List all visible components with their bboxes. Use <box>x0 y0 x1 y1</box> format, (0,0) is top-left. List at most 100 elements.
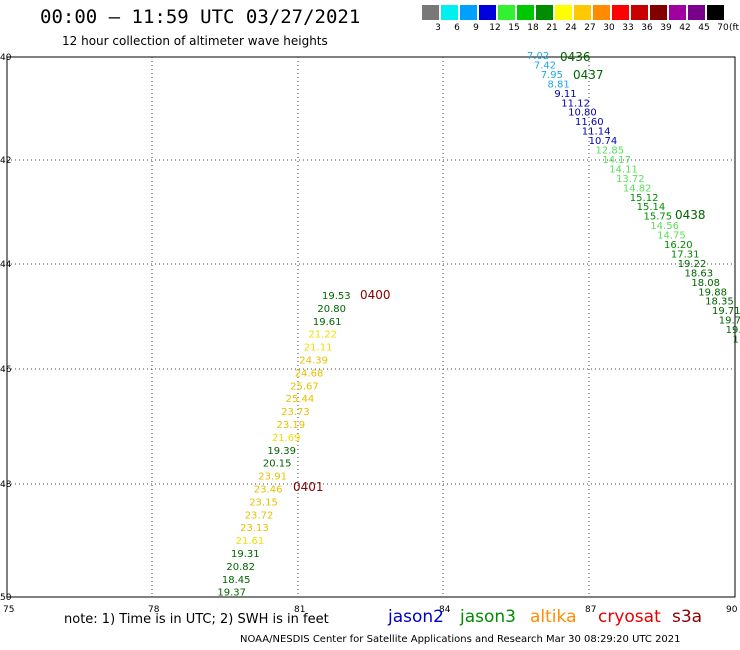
legend-swatch-27 <box>574 5 591 20</box>
wave-height-value: 10.80 <box>568 108 597 119</box>
wave-height-value: 7.42 <box>534 61 556 72</box>
wave-height-value: 11.14 <box>582 127 611 138</box>
wave-height-value: 8.81 <box>548 79 570 90</box>
map-border <box>6 56 736 598</box>
legend-swatch-42 <box>669 5 686 20</box>
wave-height-value: 14.56 <box>650 221 679 232</box>
satellite-track-1: 7.027.427.958.819.1111.1210.8011.6011.14… <box>527 50 740 346</box>
legend-tick-21: 21 <box>546 23 558 33</box>
lat-tick-label: 46 <box>0 365 12 375</box>
legend-tick-42: 42 <box>679 23 691 33</box>
wave-height-value: 17.31 <box>671 249 700 260</box>
legend-swatch-18 <box>517 5 534 20</box>
axis-tick-labels: 75 78 81 84 87 90 40 42 44 46 48 50 <box>0 53 738 615</box>
wave-height-value: 20.15 <box>263 459 292 470</box>
legend-tick-9: 9 <box>473 23 479 33</box>
lon-tick-label: 75 <box>3 605 14 615</box>
wave-height-value: 19.7 <box>719 316 740 327</box>
legend-tick-12: 12 <box>489 23 501 33</box>
wave-height-value: 18.35 <box>705 297 734 308</box>
wave-height-value: 21.11 <box>304 343 333 354</box>
lat-tick-label: 40 <box>0 53 12 63</box>
legend-swatch-21 <box>536 5 553 20</box>
legend-tick-39: 39 <box>660 23 672 33</box>
observation-time-label: 0436 <box>560 50 591 64</box>
wave-height-value: 21.61 <box>236 536 265 547</box>
legend-swatch-45 <box>688 5 705 20</box>
legend-tick-30: 30 <box>603 23 615 33</box>
legend-swatch-70 <box>707 5 724 20</box>
wave-height-value: 19.53 <box>322 291 351 302</box>
wave-height-value: 1 <box>733 335 739 346</box>
wave-height-value: 14.11 <box>609 164 638 175</box>
wave-height-value: 15.14 <box>637 202 666 213</box>
legend-tick-45: 45 <box>698 23 710 33</box>
legend-tick-3: 3 <box>435 23 441 33</box>
legend-swatch-39 <box>650 5 667 20</box>
satellite-legend-s3a: s3a <box>672 607 703 627</box>
wave-height-value: 23.13 <box>240 523 269 534</box>
credits-footer: NOAA/NESDIS Center for Satellite Applica… <box>240 634 681 645</box>
satellite-legend-jason2: jason2 <box>388 607 444 627</box>
wave-height-value: 20.80 <box>317 304 346 315</box>
wave-height-value: 18.63 <box>685 268 714 279</box>
wave-height-value: 18.08 <box>691 278 720 289</box>
wave-height-value: 20.82 <box>226 562 255 573</box>
legend-swatch-36 <box>631 5 648 20</box>
legend-swatch-33 <box>612 5 629 20</box>
legend-swatch-30 <box>593 5 610 20</box>
legend-tick-36: 36 <box>641 23 653 33</box>
legend-tick-6: 6 <box>454 23 460 33</box>
legend-tick-18: 18 <box>527 23 539 33</box>
wave-height-value: 16.20 <box>664 240 693 251</box>
lon-tick-label: 81 <box>294 605 305 615</box>
legend-swatch-24 <box>555 5 572 20</box>
observation-time-label: 0401 <box>293 480 324 494</box>
wave-height-value: 24.39 <box>299 356 328 367</box>
lon-tick-label: 84 <box>439 605 451 615</box>
lat-tick-label: 42 <box>0 156 11 166</box>
lat-tick-label: 48 <box>0 480 12 490</box>
observation-time-label: 0400 <box>360 288 391 302</box>
satellite-legend-altika: altika <box>530 607 577 627</box>
wave-height-value: 19. <box>726 325 740 336</box>
wave-height-value: 14.17 <box>602 155 631 166</box>
legend-tick-27: 27 <box>584 23 596 33</box>
map-title: 00:00 – 11:59 UTC 03/27/2021 <box>40 6 361 28</box>
wave-height-value: 19.71 <box>712 306 740 317</box>
wave-height-value: 14.75 <box>657 231 686 242</box>
lat-tick-label: 44 <box>0 260 12 270</box>
observation-time-label: 0438 <box>675 208 706 222</box>
units-note: note: 1) Time is in UTC; 2) SWH is in fe… <box>64 612 329 627</box>
wave-height-value: 19.88 <box>698 287 727 298</box>
wave-height-value: 18.45 <box>222 575 251 586</box>
wave-height-value: 23.73 <box>281 407 310 418</box>
observation-time-label: 0437 <box>573 68 604 82</box>
wave-height-value: 23.91 <box>258 472 287 483</box>
wave-height-value: 24.68 <box>295 368 324 379</box>
wave-height-value: 12.85 <box>596 146 625 157</box>
legend-tick-24: 24 <box>565 23 577 33</box>
wave-height-value: 23.72 <box>245 510 274 521</box>
legend-swatch-15 <box>498 5 515 20</box>
lat-tick-label: 50 <box>0 593 12 603</box>
wave-height-value: 11.12 <box>561 98 590 109</box>
legend-unit-label: (ft) <box>729 23 740 33</box>
lat-lon-grid <box>7 57 735 597</box>
wave-height-value: 11.60 <box>575 117 604 128</box>
wave-height-value: 15.75 <box>644 212 673 223</box>
wave-height-value: 19.61 <box>313 317 342 328</box>
legend-swatch-3 <box>422 5 439 20</box>
legend-tick-70: 70 <box>717 23 729 33</box>
legend-tick-15: 15 <box>508 23 520 33</box>
wave-height-value: 19.22 <box>678 259 707 270</box>
wave-height-value: 9.11 <box>554 89 576 100</box>
legend-swatch-9 <box>460 5 477 20</box>
lon-tick-label: 90 <box>726 605 738 615</box>
legend-tick-33: 33 <box>622 23 634 33</box>
wave-height-value: 10.74 <box>589 136 618 147</box>
